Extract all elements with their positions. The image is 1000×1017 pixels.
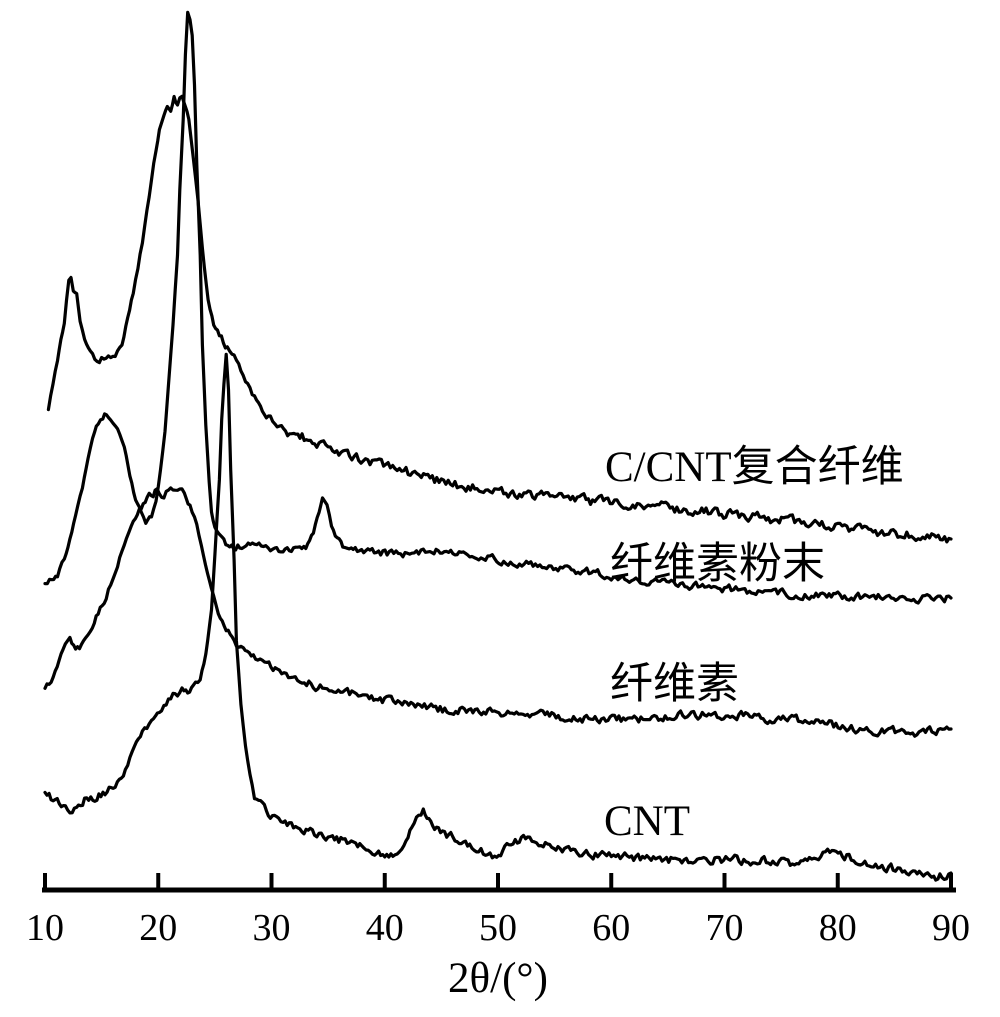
x-tick-label-10: 10 xyxy=(26,907,64,949)
curve-cellulose-powder xyxy=(43,10,953,605)
x-tick-label-50: 50 xyxy=(479,907,517,949)
series-label-cnt: CNT xyxy=(604,798,690,845)
x-tick-label-60: 60 xyxy=(592,907,630,949)
curve-cnt xyxy=(43,352,953,882)
series-label-c-cnt-composite-fiber: C/CNT复合纤维 xyxy=(605,444,904,491)
curve-cellulose xyxy=(43,486,953,738)
x-tick-label-20: 20 xyxy=(139,907,177,949)
curve-c-cnt-composite-fiber xyxy=(46,94,953,544)
x-tick-label-90: 90 xyxy=(932,907,970,949)
x-tick-label-70: 70 xyxy=(706,907,744,949)
series-label-cellulose-powder: 纤维素粉末 xyxy=(610,541,825,588)
x-axis-title: 2θ/(°) xyxy=(448,955,548,1002)
x-tick-label-40: 40 xyxy=(366,907,404,949)
series-label-cellulose: 纤维素 xyxy=(610,661,739,708)
x-tick-label-30: 30 xyxy=(253,907,291,949)
x-tick-label-80: 80 xyxy=(819,907,857,949)
